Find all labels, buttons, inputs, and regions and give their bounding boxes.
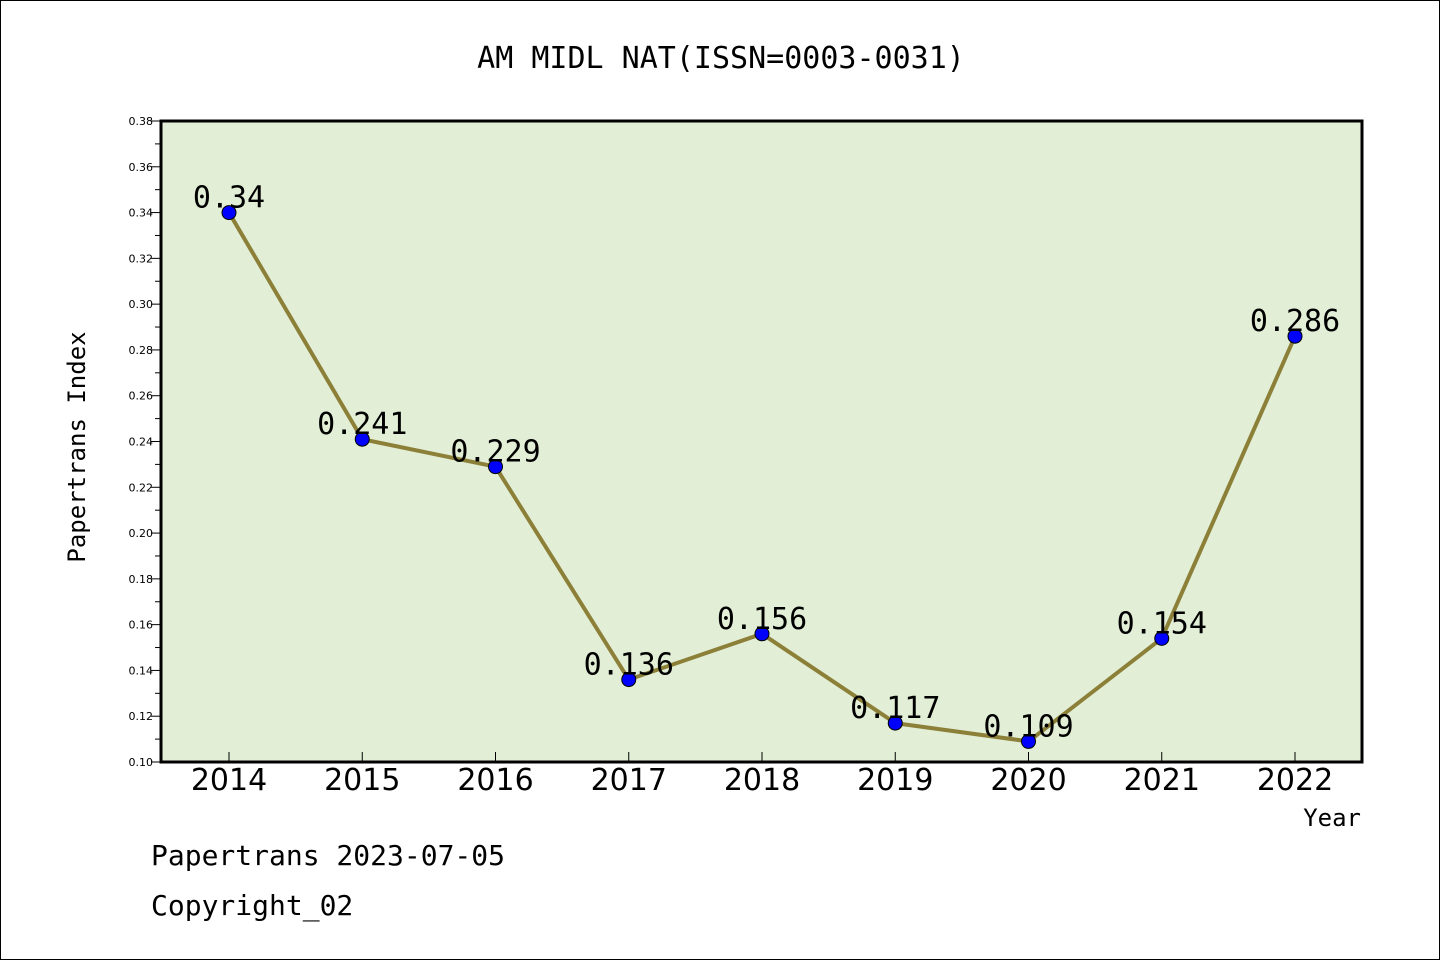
x-tick-label: 2020 <box>990 763 1066 798</box>
y-axis-label: Papertrans Index <box>63 331 91 562</box>
y-tick-label: 0.30 <box>129 298 154 311</box>
data-point <box>488 459 503 475</box>
x-tick-label: 2014 <box>191 763 267 798</box>
y-tick-label: 0.28 <box>129 344 154 357</box>
data-point <box>754 626 770 642</box>
y-tick-label: 0.12 <box>129 710 154 723</box>
data-labels: 0.34 0.241 0.229 0.136 0.156 0.117 0.109 0.154 0… <box>193 181 1340 745</box>
y-tick-label: 0.32 <box>129 252 154 265</box>
data-point <box>621 672 637 688</box>
y-tick-label: 0.10 <box>129 756 154 769</box>
x-tick-label: 2015 <box>324 763 400 798</box>
data-label: 0.286 <box>1250 304 1340 339</box>
data-label: 0.241 <box>317 407 407 442</box>
y-tick-label: 0.18 <box>129 573 154 586</box>
x-tick-label: 2017 <box>591 763 667 798</box>
y-tick-label: 0.34 <box>129 207 154 220</box>
y-tick-label: 0.16 <box>129 619 154 632</box>
data-label: 0.229 <box>450 435 540 470</box>
y-tick-label: 0.14 <box>129 664 154 677</box>
data-label: 0.154 <box>1117 606 1207 641</box>
data-point <box>887 715 903 731</box>
y-tick-label: 0.26 <box>129 390 154 403</box>
data-label: 0.136 <box>584 648 674 683</box>
y-axis: 0.10 0.12 0.14 0.16 0.18 0.20 0.22 0.24 0.26 0.28… <box>129 115 161 769</box>
data-label: 0.109 <box>983 709 1073 744</box>
x-tick-label: 2021 <box>1124 763 1200 798</box>
data-point <box>1287 328 1303 344</box>
data-label: 0.156 <box>717 602 807 637</box>
footer-copyright: Copyright_02 <box>151 889 353 923</box>
data-points <box>221 205 1303 749</box>
footer-date: Papertrans 2023-07-05 <box>151 839 505 872</box>
chart-title: AM MIDL NAT(ISSN=0003-0031) <box>477 41 965 76</box>
data-point <box>1154 630 1170 646</box>
data-label: 0.117 <box>850 691 940 726</box>
x-tick-label: 2018 <box>724 763 800 798</box>
x-tick-label: 2016 <box>457 763 533 798</box>
y-tick-label: 0.22 <box>129 481 154 494</box>
data-point <box>221 205 237 221</box>
x-axis: 2014 2015 2016 2017 2018 2019 2020 2021 2022 <box>191 752 1333 798</box>
data-point <box>354 431 370 447</box>
data-point <box>1021 733 1036 749</box>
y-tick-label: 0.20 <box>129 527 154 540</box>
y-tick-label: 0.36 <box>129 161 154 174</box>
y-tick-label: 0.38 <box>129 115 154 128</box>
y-tick-label: 0.24 <box>129 436 154 449</box>
x-tick-label: 2019 <box>857 763 933 798</box>
x-axis-label: Year <box>1303 804 1361 832</box>
data-label: 0.34 <box>193 181 265 216</box>
x-tick-label: 2022 <box>1257 763 1333 798</box>
